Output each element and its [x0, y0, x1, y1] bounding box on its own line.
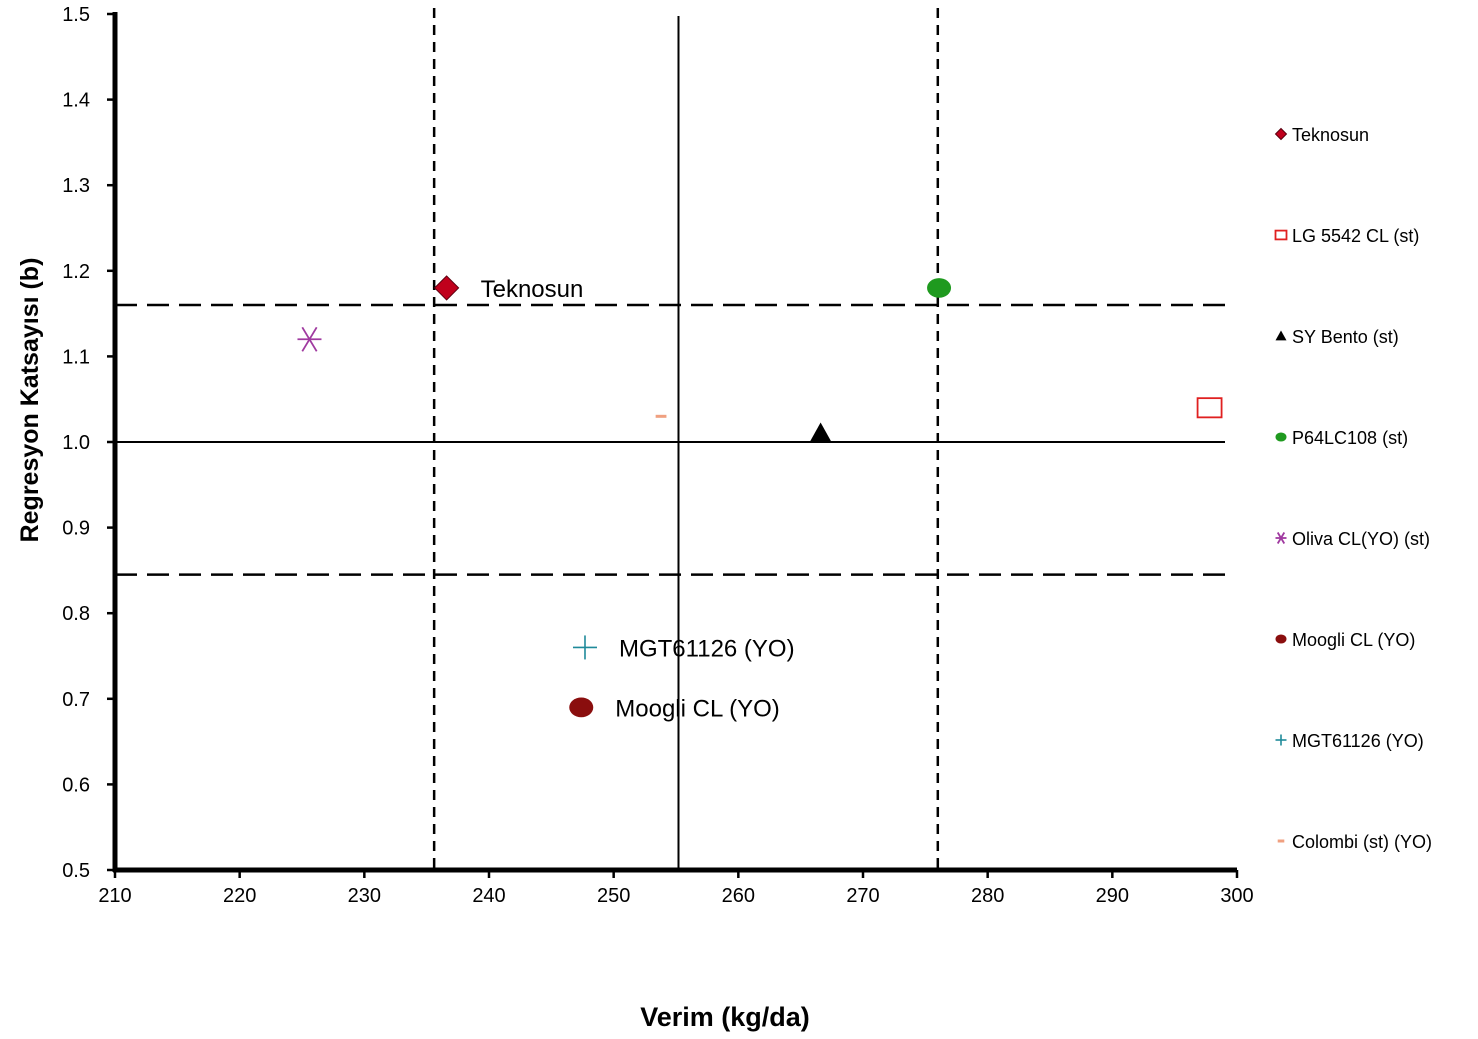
legend-marker	[1275, 734, 1287, 746]
y-tick-label: 0.6	[62, 774, 90, 796]
tick-labels: 0.5 0.6 0.7 0.8 0.9 1.0 1.1 1.2 1.3 1.4 1.5 210 220 2…	[62, 4, 1254, 907]
legend-label: LG 5542 CL (st)	[1292, 226, 1419, 246]
legend-item: Teknosun	[1274, 125, 1369, 145]
y-tick-label: 1.2	[62, 261, 90, 283]
x-tick-label: 220	[223, 885, 256, 907]
data-point	[433, 275, 460, 301]
legend-marker	[1274, 229, 1288, 241]
y-tick-label: 0.5	[62, 860, 90, 882]
y-tick-label: 1.3	[62, 175, 90, 197]
legend-label: Oliva CL(YO) (st)	[1292, 529, 1430, 549]
legend-marker	[1275, 634, 1287, 644]
y-tick-label: 1.4	[62, 90, 90, 112]
point-label: Moogli CL (YO)	[615, 695, 779, 722]
legend-item: P64LC108 (st)	[1275, 428, 1408, 448]
data-points	[297, 275, 1223, 718]
legend-label: Moogli CL (YO)	[1292, 630, 1415, 650]
legend-label: Colombi (st) (YO)	[1292, 832, 1432, 852]
data-point	[297, 326, 322, 352]
legend-item: LG 5542 CL (st)	[1274, 226, 1419, 246]
legend-label: MGT61126 (YO)	[1292, 731, 1424, 751]
y-tick-label: 1.1	[62, 346, 90, 368]
legend-item: Colombi (st) (YO)	[1277, 832, 1432, 852]
y-tick-label: 0.9	[62, 518, 90, 540]
reference-lines	[115, 8, 1228, 870]
data-point	[927, 278, 952, 298]
data-point	[572, 635, 597, 660]
x-tick-label: 270	[846, 885, 879, 907]
data-point	[809, 422, 832, 443]
y-tick-label: 1.0	[62, 432, 90, 454]
x-tick-label: 240	[472, 885, 505, 907]
x-tick-label: 290	[1096, 885, 1129, 907]
data-point	[569, 697, 594, 718]
x-tick-label: 230	[348, 885, 381, 907]
legend-marker	[1275, 330, 1287, 341]
legend-label: P64LC108 (st)	[1292, 428, 1408, 448]
y-tick-label: 0.8	[62, 603, 90, 625]
legend-item: Moogli CL (YO)	[1275, 630, 1415, 650]
legend-item: Oliva CL(YO) (st)	[1275, 529, 1430, 549]
y-axis-title: Regresyon Katsayısı (b)	[16, 258, 44, 543]
x-tick-label: 210	[98, 885, 131, 907]
legend-marker	[1274, 127, 1288, 141]
x-tick-label: 250	[597, 885, 630, 907]
legend-label: Teknosun	[1292, 125, 1369, 145]
x-axis-title: Verim (kg/da)	[640, 1002, 810, 1032]
legend-item: SY Bento (st)	[1275, 327, 1399, 347]
legend-item: MGT61126 (YO)	[1275, 731, 1424, 751]
point-label: MGT61126 (YO)	[619, 635, 795, 662]
legend-marker	[1275, 432, 1287, 442]
legend-marker	[1275, 532, 1287, 544]
x-tick-label: 260	[722, 885, 755, 907]
y-tick-label: 0.7	[62, 689, 90, 711]
legend: Teknosun LG 5542 CL (st) SY Bento (st) P64L…	[1274, 125, 1432, 852]
x-tick-label: 280	[971, 885, 1004, 907]
legend-label: SY Bento (st)	[1292, 327, 1399, 347]
point-label: Teknosun	[481, 276, 584, 303]
data-point	[1196, 397, 1223, 419]
x-tick-label: 300	[1220, 885, 1253, 907]
y-tick-label: 1.5	[62, 4, 90, 26]
point-labels: Teknosun Moogli CL (YO) MGT61126 (YO)	[481, 276, 795, 722]
